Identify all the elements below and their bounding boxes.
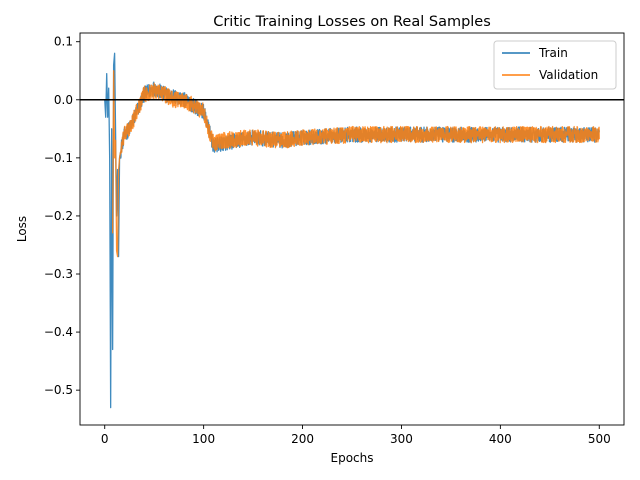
- y-tick-label: −0.3: [44, 267, 73, 281]
- plot-area: [80, 33, 624, 425]
- y-tick-label: 0.1: [54, 35, 73, 49]
- x-tick-label: 0: [101, 432, 109, 446]
- series-layer: [104, 52, 600, 409]
- legend-label-train: Train: [538, 46, 568, 60]
- ticks-layer: 0 100 200 300 400 500 0.1 0.0 −0.1 −0.2 −0.3 −0.4 −0…: [44, 35, 611, 446]
- x-tick-label: 100: [192, 432, 215, 446]
- y-axis-label: Loss: [15, 216, 29, 242]
- y-tick-label: −0.5: [44, 383, 73, 397]
- y-tick-label: 0.0: [54, 93, 73, 107]
- series-line-validation: [111, 70, 600, 258]
- y-tick-label: −0.1: [44, 151, 73, 165]
- x-tick-label: 300: [390, 432, 413, 446]
- x-tick-label: 500: [588, 432, 611, 446]
- y-tick-label: −0.2: [44, 209, 73, 223]
- chart-title: Critic Training Losses on Real Samples: [213, 14, 491, 30]
- x-tick-label: 200: [291, 432, 314, 446]
- legend-label-validation: Validation: [539, 68, 598, 82]
- x-axis-label: Epochs: [331, 451, 374, 465]
- y-tick-label: −0.4: [44, 325, 73, 339]
- x-tick-label: 400: [489, 432, 512, 446]
- axes-frame: [79, 32, 625, 426]
- legend: Train Validation: [493, 40, 617, 90]
